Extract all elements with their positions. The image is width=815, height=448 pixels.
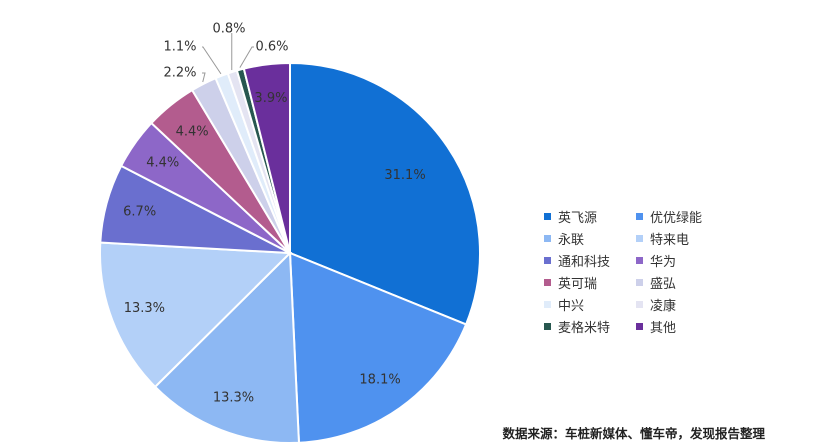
legend-item: 英飞源 [544,208,636,226]
slice-data-label: 4.4% [146,156,179,171]
legend-swatch [636,278,643,286]
pie-slice [288,251,468,444]
legend-label: 英飞源 [558,210,598,226]
legend-item: 中兴 [544,296,636,314]
legend-item: 其他 [636,318,736,336]
legend-label: 盛弘 [650,276,677,292]
leader-line [202,72,206,83]
slice-data-label: 31.1% [384,168,425,183]
source-note: 数据来源：车桩新媒体、懂车帝，发现报告整理 [502,426,765,441]
slice-data-label: 2.2% [163,66,196,81]
leader-line [239,46,254,68]
legend-swatch [636,322,643,330]
legend-swatch [544,234,551,242]
legend-swatch [636,256,643,264]
slice-data-label: 13.3% [213,391,254,406]
legend-label: 永联 [558,232,585,248]
legend-label: 特来电 [650,232,690,248]
legend-item: 通和科技 [544,252,636,270]
legend-item: 华为 [636,252,736,270]
slice-data-label: 18.1% [359,373,400,388]
slice-data-label: 13.3% [124,301,165,316]
legend-item: 凌康 [636,296,736,314]
slice-data-label: 3.9% [254,91,287,106]
legend-item: 特来电 [636,230,736,248]
legend-label: 中兴 [558,298,585,314]
legend-swatch [544,256,551,264]
legend-swatch [544,322,551,330]
pie-slice [99,241,293,389]
legend-label: 华为 [650,254,677,270]
leader-line [202,46,222,75]
slice-data-label: 0.8% [212,22,245,37]
pie-slice [289,61,481,326]
legend-label: 其他 [650,320,677,336]
legend-label: 麦格米特 [558,320,611,336]
pie-slice [153,250,301,444]
legend: 英飞源 优优绿能永联 特来电通和科技 华为英可瑞 盛弘中兴 凌康麦格米特 其他 [544,208,744,336]
legend-swatch [636,234,643,242]
slice-data-label: 4.4% [176,124,209,139]
legend-item: 优优绿能 [636,208,736,226]
slice-data-label: 1.1% [163,40,196,55]
legend-label: 优优绿能 [650,210,703,226]
legend-swatch [636,300,643,308]
legend-item: 永联 [544,230,636,248]
legend-label: 英可瑞 [558,276,598,292]
legend-swatch [544,300,551,308]
pie-slice [242,61,291,254]
slice-data-label: 6.7% [123,205,156,220]
slice-data-label: 0.6% [255,40,288,55]
legend-swatch [544,278,551,286]
legend-item: 盛弘 [636,274,736,292]
legend-label: 凌康 [650,298,677,314]
legend-label: 通和科技 [558,254,611,270]
legend-item: 麦格米特 [544,318,636,336]
legend-item: 英可瑞 [544,274,636,292]
legend-swatch [544,212,551,220]
legend-swatch [636,212,643,220]
